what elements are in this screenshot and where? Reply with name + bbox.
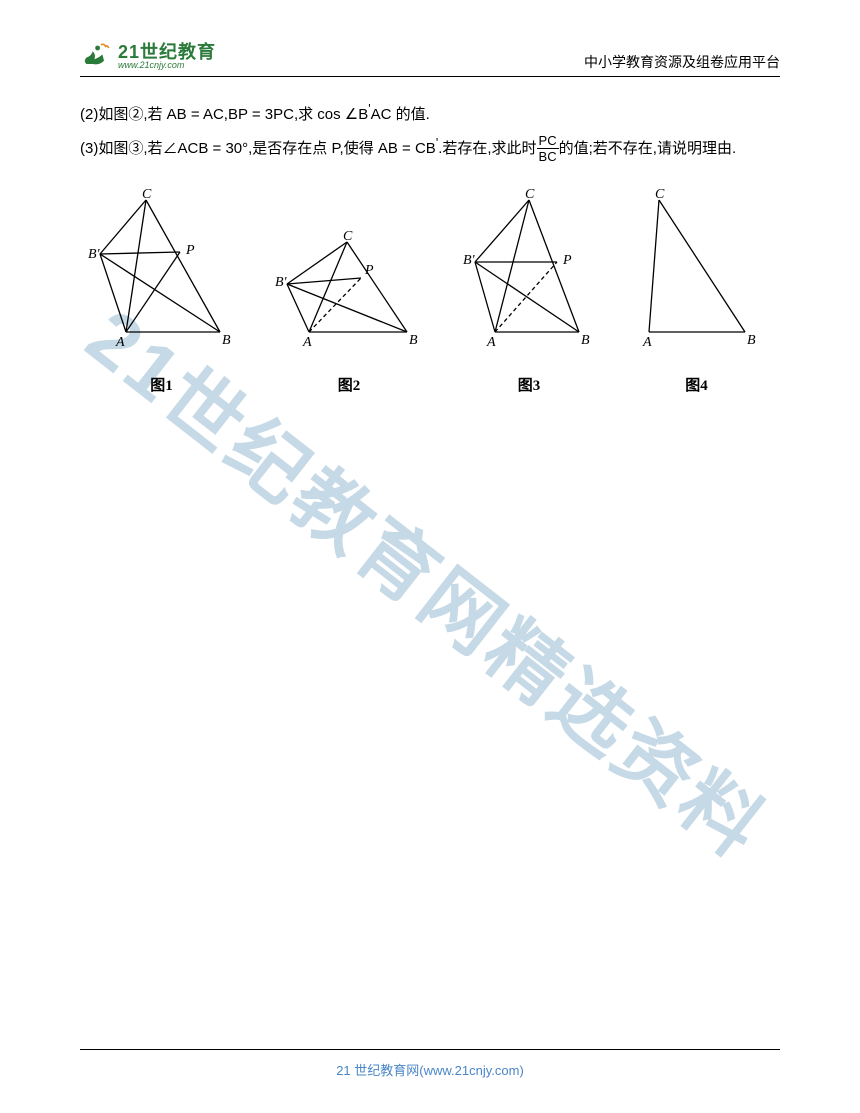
figure-2-svg: A B C B' P (265, 218, 433, 370)
svg-text:B: B (747, 333, 756, 348)
site-logo: 21世纪教育 www.21cnjy.com (80, 40, 216, 72)
problem-3: (3)如图③,若∠ACB = 30°,是否存在点 P,使得 AB = CB'.若… (80, 133, 780, 164)
figure-3-label: 图3 (518, 374, 541, 395)
svg-text:B: B (581, 333, 590, 348)
figure-1-svg: A B C B' P (80, 178, 243, 370)
svg-text:P: P (185, 243, 195, 258)
svg-text:P: P (562, 253, 572, 268)
figure-2-label: 图2 (338, 374, 361, 395)
footer-divider (80, 1049, 780, 1050)
figure-1: A B C B' P 图1 (80, 178, 243, 395)
svg-text:B': B' (88, 247, 101, 262)
logo-url: www.21cnjy.com (118, 61, 216, 70)
footer-text: 21 世纪教育网(www.21cnjy.com) (80, 1060, 780, 1079)
svg-text:C: C (142, 187, 152, 202)
figure-1-label: 图1 (150, 374, 173, 395)
page-header: 21世纪教育 www.21cnjy.com 中小学教育资源及组卷应用平台 (80, 40, 780, 77)
page-content: 21世纪教育 www.21cnjy.com 中小学教育资源及组卷应用平台 (2)… (0, 0, 860, 1113)
problem-2: (2)如图②,若 AB = AC,BP = 3PC,求 cos ∠B'AC 的值… (80, 99, 780, 127)
svg-text:A: A (115, 335, 125, 350)
figure-2: A B C B' P 图2 (265, 218, 433, 395)
figure-4-svg: A B C (625, 178, 768, 370)
svg-text:P: P (364, 263, 374, 278)
logo-title: 21世纪教育 (118, 43, 216, 61)
svg-text:B': B' (463, 253, 476, 268)
svg-text:C: C (655, 187, 665, 202)
svg-text:C: C (525, 187, 535, 202)
svg-text:B: B (222, 333, 231, 348)
figure-3: A B C B' P 图3 (455, 178, 603, 395)
header-subtitle: 中小学教育资源及组卷应用平台 (584, 52, 780, 72)
page-footer: 21 世纪教育网(www.21cnjy.com) (80, 1049, 780, 1079)
figures-row: A B C B' P 图1 A B C B' P 图2 A B C B' P 图3 A B C 图4 (80, 178, 780, 395)
figure-4: A B C 图4 (625, 178, 768, 395)
svg-text:A: A (486, 335, 496, 350)
runner-icon (80, 40, 112, 72)
svg-text:A: A (642, 335, 652, 350)
svg-text:B': B' (275, 275, 288, 290)
figure-3-svg: A B C B' P (455, 178, 603, 370)
svg-text:A: A (302, 335, 312, 350)
svg-text:B: B (409, 333, 418, 348)
svg-text:C: C (343, 229, 353, 244)
figure-4-label: 图4 (685, 374, 708, 395)
